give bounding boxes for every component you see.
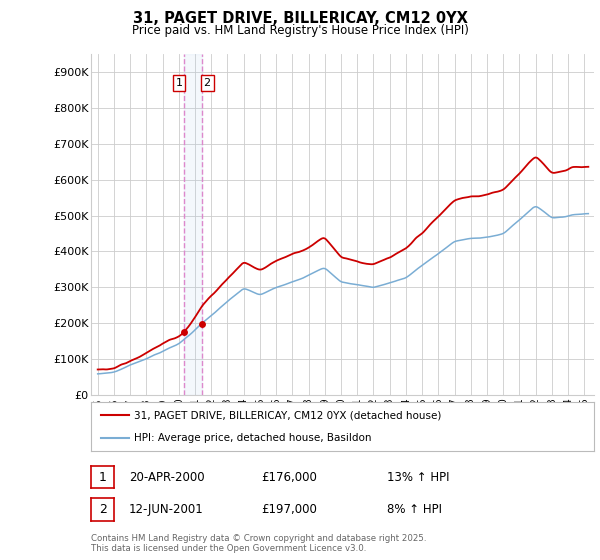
Text: 31, PAGET DRIVE, BILLERICAY, CM12 0YX: 31, PAGET DRIVE, BILLERICAY, CM12 0YX (133, 11, 467, 26)
Text: £176,000: £176,000 (261, 470, 317, 484)
Text: 1: 1 (175, 78, 182, 88)
Text: 12-JUN-2001: 12-JUN-2001 (129, 503, 204, 516)
Text: 31, PAGET DRIVE, BILLERICAY, CM12 0YX (detached house): 31, PAGET DRIVE, BILLERICAY, CM12 0YX (d… (134, 410, 442, 421)
Text: 2: 2 (98, 503, 107, 516)
Text: Contains HM Land Registry data © Crown copyright and database right 2025.
This d: Contains HM Land Registry data © Crown c… (91, 534, 427, 553)
Point (197, 320, 207, 329)
Text: Price paid vs. HM Land Registry's House Price Index (HPI): Price paid vs. HM Land Registry's House … (131, 24, 469, 36)
Point (179, 327, 188, 336)
Text: 8% ↑ HPI: 8% ↑ HPI (387, 503, 442, 516)
Bar (184, 54, 202, 395)
Text: HPI: Average price, detached house, Basildon: HPI: Average price, detached house, Basi… (134, 433, 371, 443)
Text: 13% ↑ HPI: 13% ↑ HPI (387, 470, 449, 484)
Text: £197,000: £197,000 (261, 503, 317, 516)
Text: 2: 2 (203, 78, 211, 88)
Text: 20-APR-2000: 20-APR-2000 (129, 470, 205, 484)
Text: 1: 1 (98, 470, 107, 484)
